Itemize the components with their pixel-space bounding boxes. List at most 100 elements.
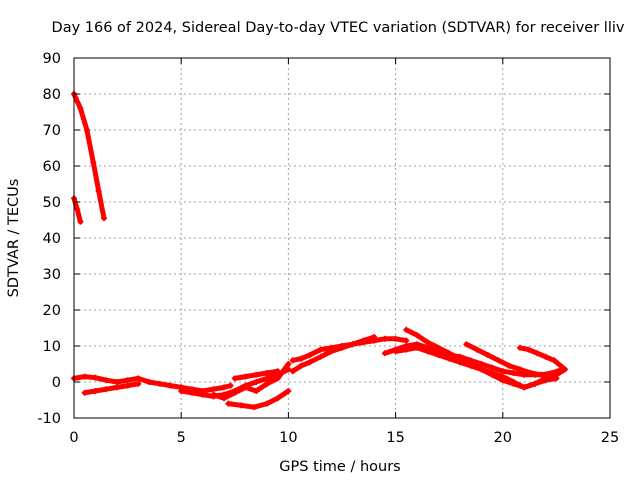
y-tick-label: 20	[43, 303, 61, 319]
data-point	[392, 348, 399, 355]
data-point	[403, 337, 410, 344]
data-point	[549, 370, 556, 376]
data-point	[403, 346, 410, 353]
data-point	[381, 335, 388, 342]
data-point	[92, 388, 99, 394]
data-point	[306, 352, 313, 358]
x-tick-label: 20	[494, 430, 512, 446]
data-point	[178, 388, 185, 394]
data-point	[77, 218, 84, 225]
data-point	[489, 370, 496, 376]
y-tick-label: -10	[37, 411, 61, 427]
data-point	[274, 395, 281, 402]
data-point	[231, 375, 238, 382]
data-point	[263, 370, 270, 376]
data-point	[253, 371, 260, 378]
data-point	[227, 382, 234, 389]
data-point	[231, 389, 238, 396]
y-tick-label: 0	[52, 375, 61, 391]
data-point	[253, 388, 260, 394]
data-point	[274, 368, 281, 375]
data-point	[167, 382, 174, 389]
data-point	[113, 384, 120, 391]
data-point	[510, 370, 517, 376]
data-point	[478, 361, 485, 367]
series-arc-1	[71, 91, 108, 222]
series-arc-8	[225, 388, 292, 411]
data-point	[371, 334, 378, 340]
data-point	[210, 386, 217, 393]
data-point	[199, 391, 206, 398]
data-point	[551, 357, 558, 364]
data-point	[531, 380, 538, 387]
data-point	[263, 400, 270, 407]
series-arc-3	[71, 373, 234, 394]
data-point	[516, 344, 523, 351]
data-series	[71, 91, 568, 411]
series-arc-7	[231, 368, 281, 382]
series-arc-10	[289, 334, 378, 364]
data-point	[349, 341, 356, 348]
data-point	[83, 127, 90, 133]
data-point	[263, 380, 270, 387]
data-point	[135, 380, 142, 387]
data-point	[414, 332, 421, 339]
data-point	[495, 357, 502, 364]
data-point	[274, 375, 281, 382]
y-axis-label: SDTVAR / TECUs	[6, 179, 22, 298]
data-point	[253, 379, 260, 385]
series-line	[517, 345, 566, 371]
data-point	[510, 379, 517, 385]
x-tick-label: 25	[601, 430, 619, 446]
y-tick-label: 90	[43, 51, 61, 67]
data-point	[534, 350, 541, 357]
data-point	[506, 362, 513, 369]
x-tick-label: 10	[279, 430, 297, 446]
data-point	[317, 353, 324, 360]
data-point	[559, 364, 566, 371]
data-point	[242, 384, 249, 391]
data-point	[424, 339, 431, 346]
data-point	[81, 389, 88, 396]
data-point	[435, 352, 442, 358]
y-tick-label: 70	[43, 123, 61, 139]
data-point	[424, 348, 431, 355]
data-point	[188, 389, 195, 396]
data-point	[156, 380, 163, 387]
data-point	[474, 346, 481, 353]
chart-title: Day 166 of 2024, Sidereal Day-to-day VTE…	[52, 20, 625, 36]
data-point	[263, 375, 270, 382]
data-point	[90, 159, 97, 166]
data-point	[101, 215, 108, 222]
data-point	[74, 206, 81, 213]
data-point	[289, 357, 296, 364]
data-point	[478, 366, 485, 373]
data-point	[521, 384, 528, 391]
x-axis-label: GPS time / hours	[279, 459, 400, 475]
data-point	[381, 350, 388, 357]
x-tick-label: 15	[386, 430, 404, 446]
data-point	[210, 391, 217, 398]
data-point	[238, 402, 245, 409]
data-point	[92, 374, 99, 381]
data-point	[289, 368, 296, 375]
data-point	[499, 373, 506, 380]
x-tick-label: 5	[177, 430, 186, 446]
y-tick-label: 10	[43, 339, 61, 355]
series-arc-2	[71, 195, 84, 225]
data-point	[298, 355, 305, 362]
data-point	[103, 386, 110, 393]
data-point	[135, 375, 142, 382]
y-tick-label: 60	[43, 159, 61, 175]
data-point	[285, 388, 292, 394]
data-point	[251, 404, 258, 411]
data-point	[95, 188, 102, 195]
data-point	[298, 362, 305, 369]
data-point	[360, 337, 367, 344]
data-point	[124, 377, 131, 384]
data-point	[525, 346, 532, 353]
data-point	[499, 368, 506, 375]
data-point	[285, 361, 292, 367]
data-point	[146, 379, 153, 385]
